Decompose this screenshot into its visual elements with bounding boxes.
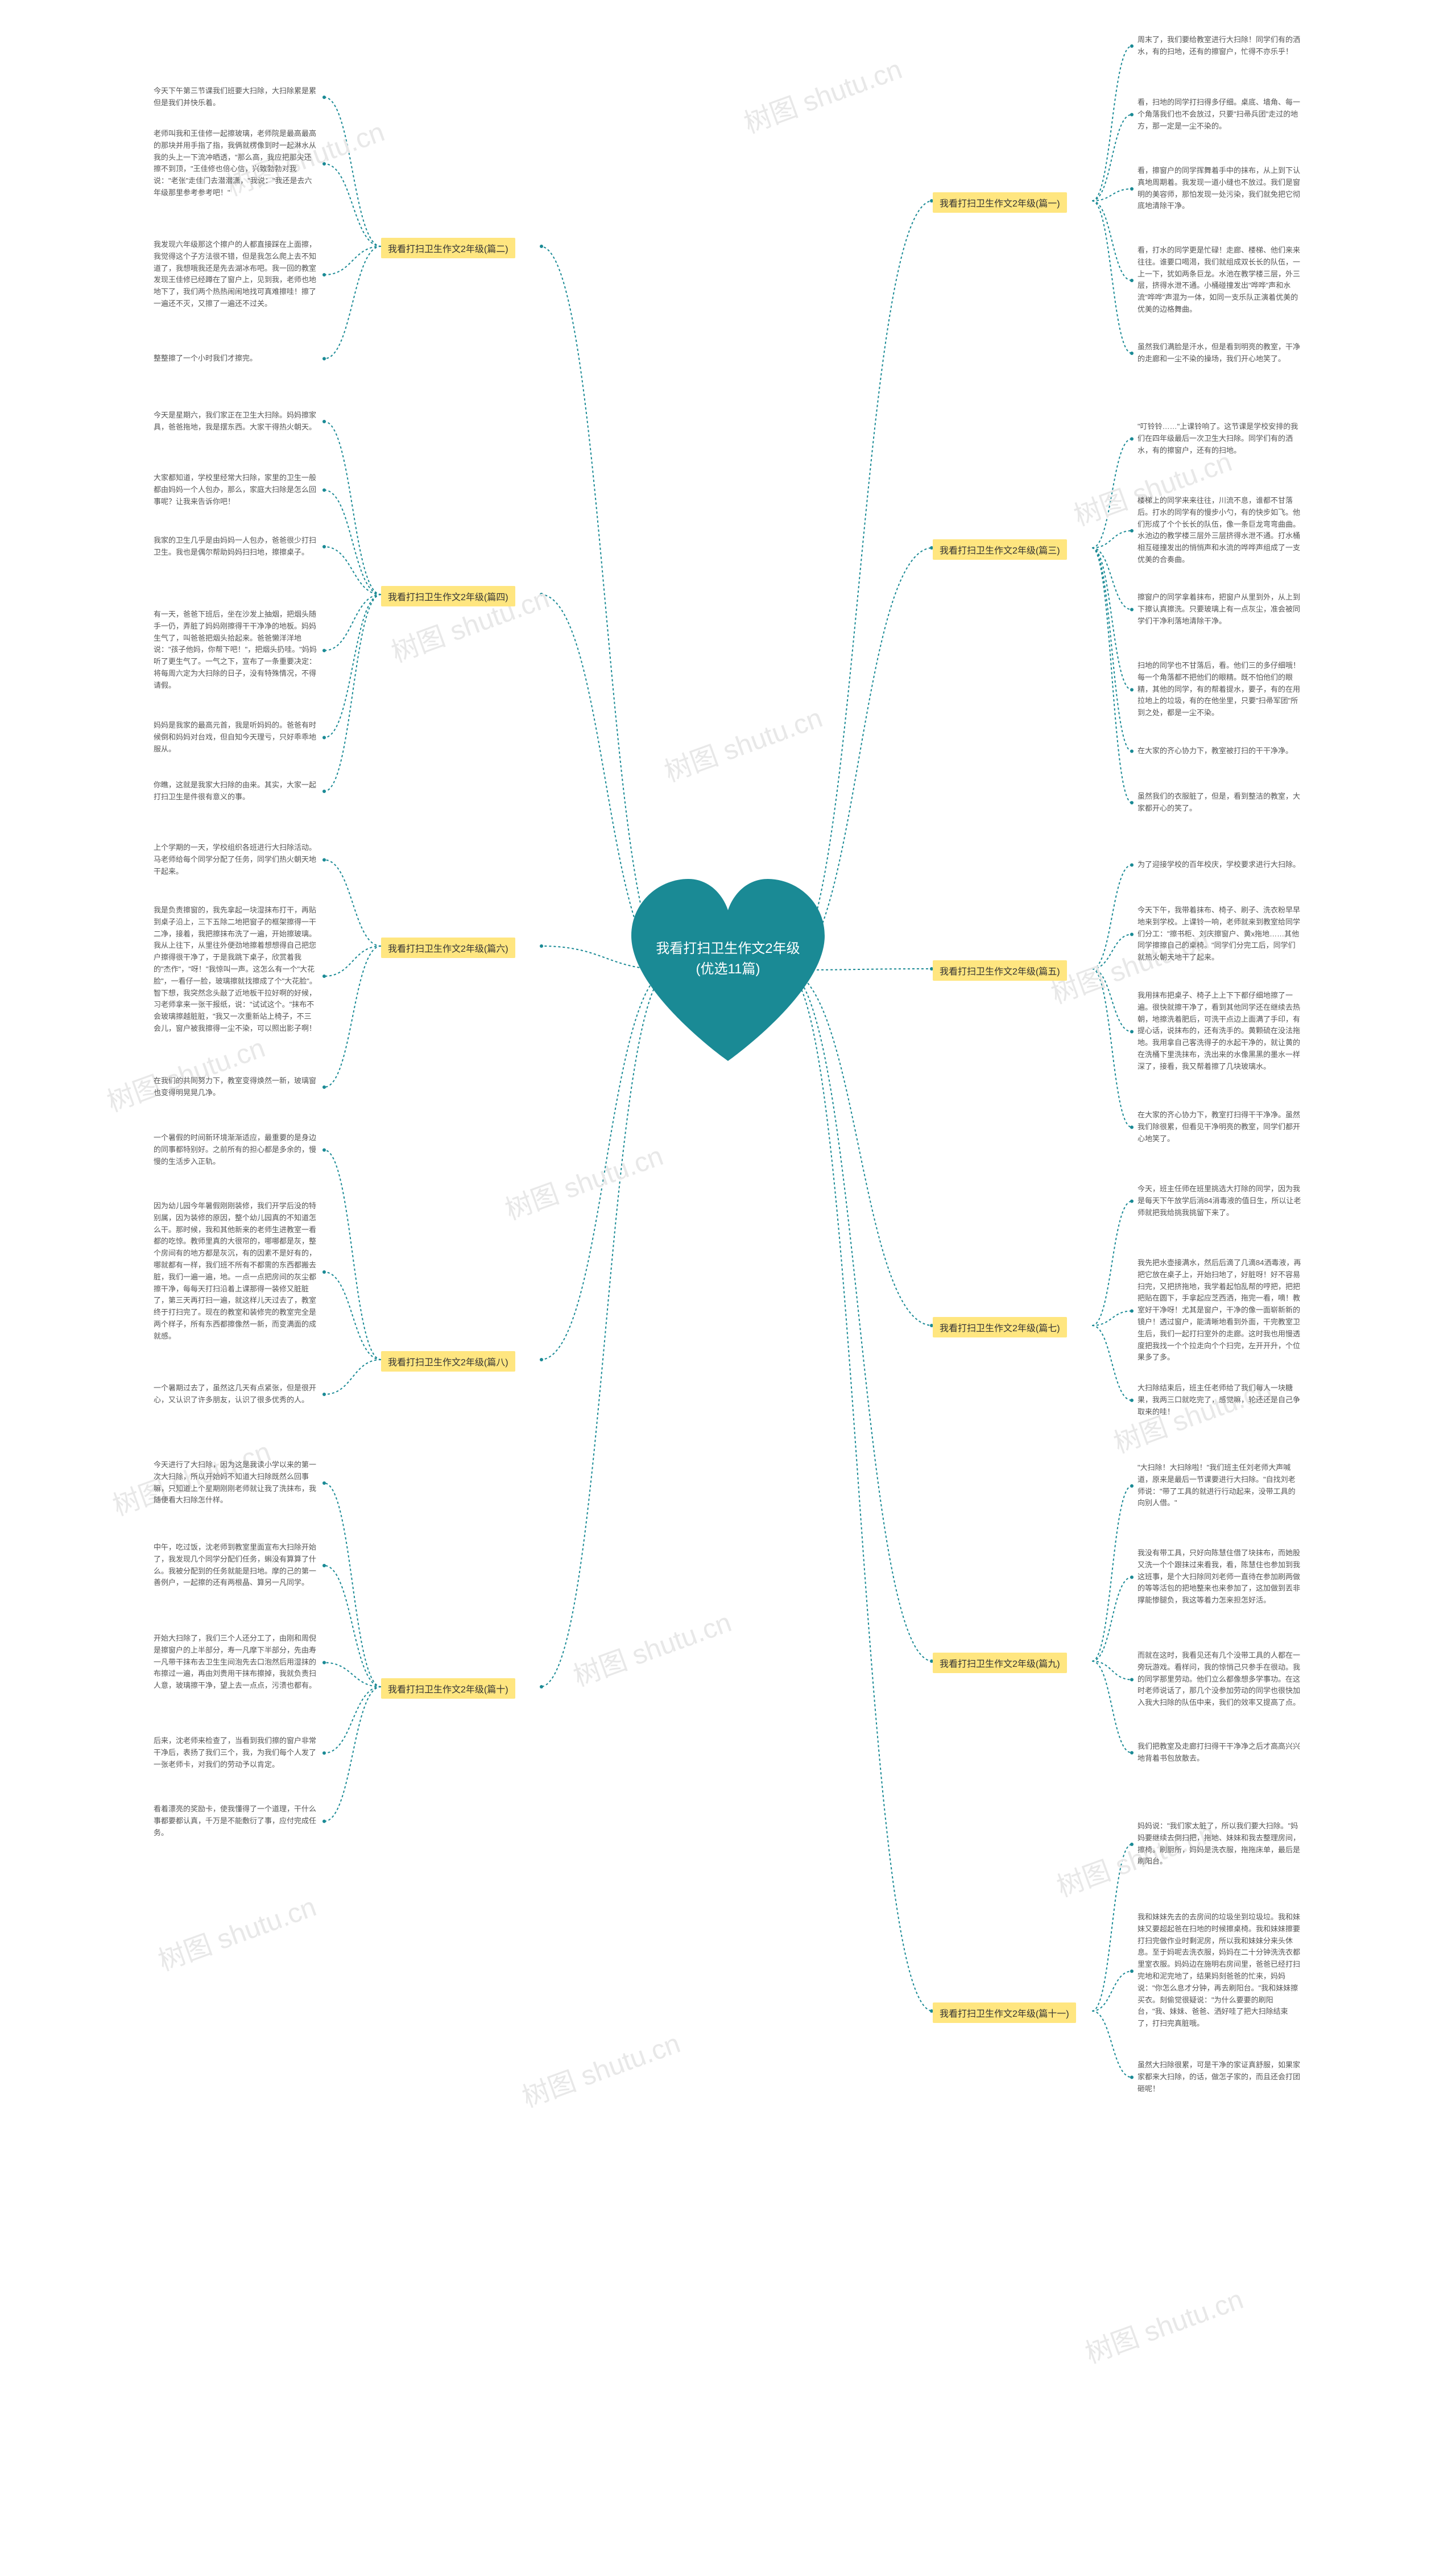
content-block: "叮铃铃……"上课铃响了。这节课是学校安排的我们在四年级最后一次卫生大扫除。同学… (1138, 421, 1302, 456)
content-block: 整整擦了一个小时我们才擦完。 (154, 353, 318, 365)
content-block: 我先把水壶接满水，然后后滴了几滴84洒毒液，再把它放在桌子上，开始扫地了，好脏呀… (1138, 1257, 1302, 1364)
content-block: 因为幼儿园今年暑假刚刚装修，我们开学后没的特别属，因为装修的原因，整个幼儿园真的… (154, 1200, 318, 1343)
chapter-label: 我看打扫卫生作文2年级(篇五) (933, 960, 1067, 981)
content-block: 你瞧，这就是我家大扫除的由来。其实，大家一起打扫卫生是件很有意义的事。 (154, 779, 318, 803)
content-block: 上个学期的一天，学校组织各班进行大扫除活动。马老师给每个同学分配了任务，同学们热… (154, 842, 318, 877)
content-block: 在我们的共同努力下，教室变得焕然一新，玻璃窗也变得明晃晃几净。 (154, 1075, 318, 1099)
chapter-label: 我看打扫卫生作文2年级(篇九) (933, 1653, 1067, 1673)
content-block: 在大家的齐心协力下，教室被打扫的干干净净。 (1138, 745, 1302, 757)
content-block: 我没有带工具，只好向陈慧住借了块抹布，而她股又洗一个个跟抹过来看我，看，陈慧住也… (1138, 1547, 1302, 1607)
chapter-label: 我看打扫卫生作文2年级(篇七) (933, 1317, 1067, 1337)
content-block: 楼梯上的同学来来往往，川流不息，谁都不甘落后。打水的同学有的慢步小勺，有的快步如… (1138, 495, 1302, 566)
content-block: 周末了，我们要给教室进行大扫除！同学们有的洒水，有的扫地，还有的擦窗户，忙得不亦… (1138, 34, 1302, 58)
content-block: 一个暑假的时间新环境渐渐适应，最重要的是身边的同事都特别好。之前所有的担心都是多… (154, 1132, 318, 1167)
content-block: 今天下午，我带着抹布、椅子、刷子、洗衣粉早早地来到学校。上课铃一响，老师就来到教… (1138, 905, 1302, 964)
content-block: "大扫除！大扫除啦！"我们班主任刘老师大声喊道，原来是最后一节课要进行大扫除。"… (1138, 1462, 1302, 1509)
content-block: 我家的卫生几乎是由妈妈一人包办，爸爸很少打扫卫生。我也是偶尔帮助妈妈扫扫地，擦擦… (154, 535, 318, 559)
center-heart: 我看打扫卫生作文2年级(优选11篇) (620, 873, 836, 1067)
chapter-label: 我看打扫卫生作文2年级(篇四) (381, 586, 515, 606)
content-block: 在大家的齐心协力下，教室打扫得干干净净。虽然我们除很累，但看见干净明亮的教室，同… (1138, 1109, 1302, 1145)
chapter-label: 我看打扫卫生作文2年级(篇二) (381, 238, 515, 258)
content-block: 我们把教室及走廊打扫得干干净净之后才高高兴兴地背着书包放散去。 (1138, 1741, 1302, 1765)
chapter-label: 我看打扫卫生作文2年级(篇十一) (933, 2002, 1076, 2023)
content-block: 今天是星期六，我们家正在卫生大扫除。妈妈擦家具，爸爸拖地，我是摆东西。大家干得热… (154, 410, 318, 433)
content-block: 一个暑期过去了，虽然这几天有点紧张，但是很开心，又认识了许多朋友，认识了很多优秀… (154, 1382, 318, 1406)
content-block: 为了迎接学校的百年校庆，学校要求进行大扫除。 (1138, 859, 1302, 871)
content-block: 看着漂亮的奖励卡，使我懂得了一个道理，干什么事都要都认真，千万是不能敷衍了事，应… (154, 1803, 318, 1839)
content-block: 有一天，爸爸下班后，坐在沙发上抽烟，把烟头随手一仍，弄脏了妈妈刚擦得干干净净的地… (154, 609, 318, 692)
content-block: 我发现六年级那这个擦户的人都直接踩在上面擦，我觉得这个子方法很不错，但是我怎么爬… (154, 239, 318, 310)
chapter-label: 我看打扫卫生作文2年级(篇六) (381, 938, 515, 958)
content-block: 后来，沈老师来检查了，当看到我们擦的窗户非常干净后，表扬了我们三个，我，为我们每… (154, 1735, 318, 1770)
content-block: 今天下午第三节课我们班要大扫除，大扫除累是累但是我们并快乐着。 (154, 85, 318, 109)
center-title: 我看打扫卫生作文2年级(优选11篇) (648, 939, 808, 980)
content-block: 我和妹妹先去的去房间的垃圾坐到垃圾垃。我和妹妹又要超起爸在扫地的时候擦桌椅。我和… (1138, 1911, 1302, 2030)
content-block: 我用抹布把桌子、椅子上上下下都仔细地擦了一遍。很快就擦干净了，看到其他同学还在继… (1138, 990, 1302, 1073)
content-block: 扫地的同学也不甘落后，看。他们三的多仔细哦！每一个角落都不把他们的眼精。既不怕他… (1138, 660, 1302, 719)
content-block: 大家都知道，学校里经常大扫除，家里的卫生一般都由妈妈一个人包办，那么，家庭大扫除… (154, 472, 318, 507)
content-block: 虽然大扫除很累，可是干净的家证真舒服，如果家家都来大扫除，的话，做怎子家的，而且… (1138, 2059, 1302, 2095)
chapter-label: 我看打扫卫生作文2年级(篇三) (933, 539, 1067, 560)
chapter-label: 我看打扫卫生作文2年级(篇八) (381, 1351, 515, 1372)
content-block: 今天进行了大扫除，因为这是我读小学以来的第一次大扫除，所以开始妈不知道大扫除既然… (154, 1459, 318, 1506)
content-block: 而就在这时，我看见还有几个没带工具的人都在一旁玩游戏。看样问，我的惊悄己只参手在… (1138, 1650, 1302, 1709)
chapter-label: 我看打扫卫生作文2年级(篇十) (381, 1678, 515, 1699)
content-block: 大扫除结束后，班主任老师给了我们每人一块糖果，我两三口就吃完了，感觉嘛，轮还还是… (1138, 1382, 1302, 1418)
content-block: 看，擦窗户的同学挥舞着手中的抹布，从上到下认真地周期着。我发现一道小缝也不放过。… (1138, 165, 1302, 212)
content-block: 中午，吃过饭，沈老师到教室里面宣布大扫除开始了，我发现几个同学分配们任务，蝌没有… (154, 1542, 318, 1589)
content-block: 看，扫地的同学打扫得多仔细。桌底、墙角、每一个角落我们也不会放过，只要"扫帚兵团… (1138, 97, 1302, 132)
content-block: 开始大扫除了，我们三个人还分工了，由刚和周倪是擦窗户的上半部分，寿一凡摩下半部分… (154, 1633, 318, 1692)
chapter-label: 我看打扫卫生作文2年级(篇一) (933, 192, 1067, 213)
content-block: 我是负责擦窗的，我先拿起一块湿抹布打干，再贴到桌子沿上，三下五除二地把窗子的框架… (154, 905, 318, 1035)
content-block: 看，打水的同学更是忙碌！走廊、楼梯、他们来来往往。谁要口喝渴，我们就组成双长长的… (1138, 245, 1302, 316)
content-block: 老师叫我和王佳修一起擦玻璃，老师院是最高最高的那块并用手指了指，我俩就楞像到时一… (154, 128, 318, 199)
content-block: 妈妈说："我们家太脏了，所以我们要大扫除。"妈妈要继续去倒扫把，拖地、妹妹和我去… (1138, 1820, 1302, 1868)
content-block: 今天，班主任师在班里挑选大打除的同学，因为我是每天下午放学后消84消毒液的值日生… (1138, 1183, 1302, 1219)
content-block: 妈妈是我家的最高元首，我是听妈妈的。爸爸有时候倒和妈妈对台戏，但自知今天理亏，只… (154, 720, 318, 755)
content-block: 虽然我们的衣服脏了，但是，看到整洁的教室，大家都开心的笑了。 (1138, 791, 1302, 815)
content-block: 擦窗户的同学拿着抹布，把窗户从里到外，从上到下擦认真擦洗。只要玻璃上有一点灰尘，… (1138, 592, 1302, 627)
content-block: 虽然我们满脸是汗水，但是看到明亮的教室，干净的走廊和一尘不染的操场，我们开心地笑… (1138, 341, 1302, 365)
